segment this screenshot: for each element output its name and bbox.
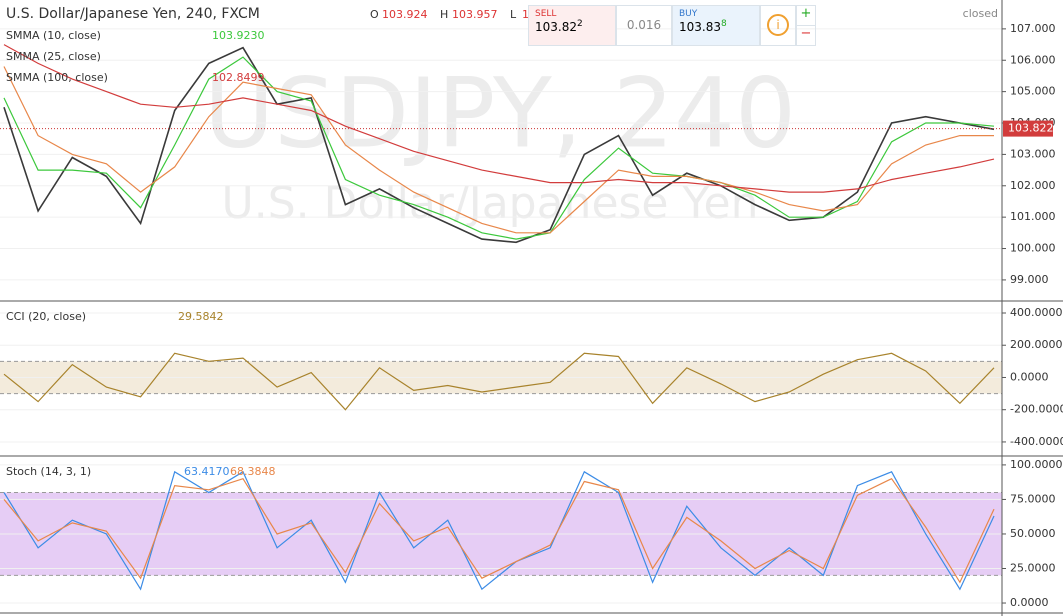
y-tick-label: 106.000 <box>1010 53 1056 66</box>
ohlc-value: 103.957 <box>452 8 498 21</box>
legend-value: 68.3848 <box>230 465 276 478</box>
price-tag <box>1003 120 1053 137</box>
ohlc-key: H <box>440 8 448 21</box>
y-tick-label: 103.000 <box>1010 147 1056 160</box>
chart-title: U.S. Dollar/Japanese Yen, 240, FXCM <box>6 6 260 22</box>
y-tick-label: -200.0000 <box>1010 403 1063 416</box>
y-tick-label: 400.0000 <box>1010 306 1063 319</box>
series-line <box>3 66 994 234</box>
watermark: USDJPY, 240 <box>204 57 796 169</box>
y-tick-label: 100.000 <box>1010 242 1056 255</box>
series-line <box>3 352 995 411</box>
series-line <box>3 46 995 244</box>
price-tag-label: 103.822 <box>1008 122 1054 135</box>
legend-value: 29.5842 <box>178 310 224 323</box>
info-button[interactable]: i <box>760 5 796 46</box>
buy-label: BUY <box>679 9 698 19</box>
y-tick-label: 50.0000 <box>1010 527 1056 540</box>
y-tick-label: 107.000 <box>1010 22 1056 35</box>
sell-price: 103.82 <box>535 20 577 34</box>
legend-value: 103.9230 <box>212 29 265 42</box>
series-line <box>3 56 995 240</box>
info-icon: i <box>767 14 789 36</box>
y-tick-label: 105.000 <box>1010 85 1056 98</box>
y-tick-label: -400.0000 <box>1010 435 1063 448</box>
plus-button[interactable]: + <box>797 6 815 26</box>
y-tick-label: 99.000 <box>1010 273 1049 286</box>
sell-pip: 2 <box>577 19 583 29</box>
buy-price: 103.83 <box>679 20 721 34</box>
legend-value: 63.4170 <box>184 465 230 478</box>
y-tick-label: 0.0000 <box>1010 370 1049 383</box>
series-line <box>3 470 995 591</box>
y-tick-label: 101.000 <box>1010 210 1056 223</box>
y-tick-label: 25.0000 <box>1010 561 1056 574</box>
legend-entry: SMMA (25, close) <box>6 50 101 63</box>
ohlc-value: 103.924 <box>382 8 428 21</box>
spread: 0.016 <box>616 5 672 46</box>
y-tick-label: 0.0000 <box>1010 596 1049 609</box>
sell-button[interactable]: SELL 103.822 <box>528 5 616 46</box>
series-line <box>3 44 995 193</box>
buy-pip: 8 <box>721 19 727 29</box>
sell-label: SELL <box>535 9 557 19</box>
watermark-sub: U.S. Dollar/Japanese Yen <box>222 178 759 229</box>
y-tick-label: 200.0000 <box>1010 338 1063 351</box>
indicator-title: CCI (20, close) <box>6 310 86 323</box>
y-tick-label: 100.0000 <box>1010 458 1063 471</box>
trade-panel: SELL 103.822 0.016 BUY 103.838 i + − <box>528 5 836 46</box>
minus-button[interactable]: − <box>800 26 812 41</box>
market-status: closed <box>963 7 998 20</box>
y-tick-label: 75.0000 <box>1010 492 1056 505</box>
legend-value: 102.8499 <box>212 71 265 84</box>
legend-entry: SMMA (10, close) <box>6 29 101 42</box>
indicator-title: Stoch (14, 3, 1) <box>6 465 91 478</box>
buy-button[interactable]: BUY 103.838 <box>672 5 760 46</box>
ohlc-key: L <box>510 8 517 21</box>
y-tick-label: 102.000 <box>1010 179 1056 192</box>
series-line <box>3 477 995 584</box>
legend-entry: SMMA (100, close) <box>6 71 108 84</box>
ohlc-key: O <box>370 8 379 21</box>
